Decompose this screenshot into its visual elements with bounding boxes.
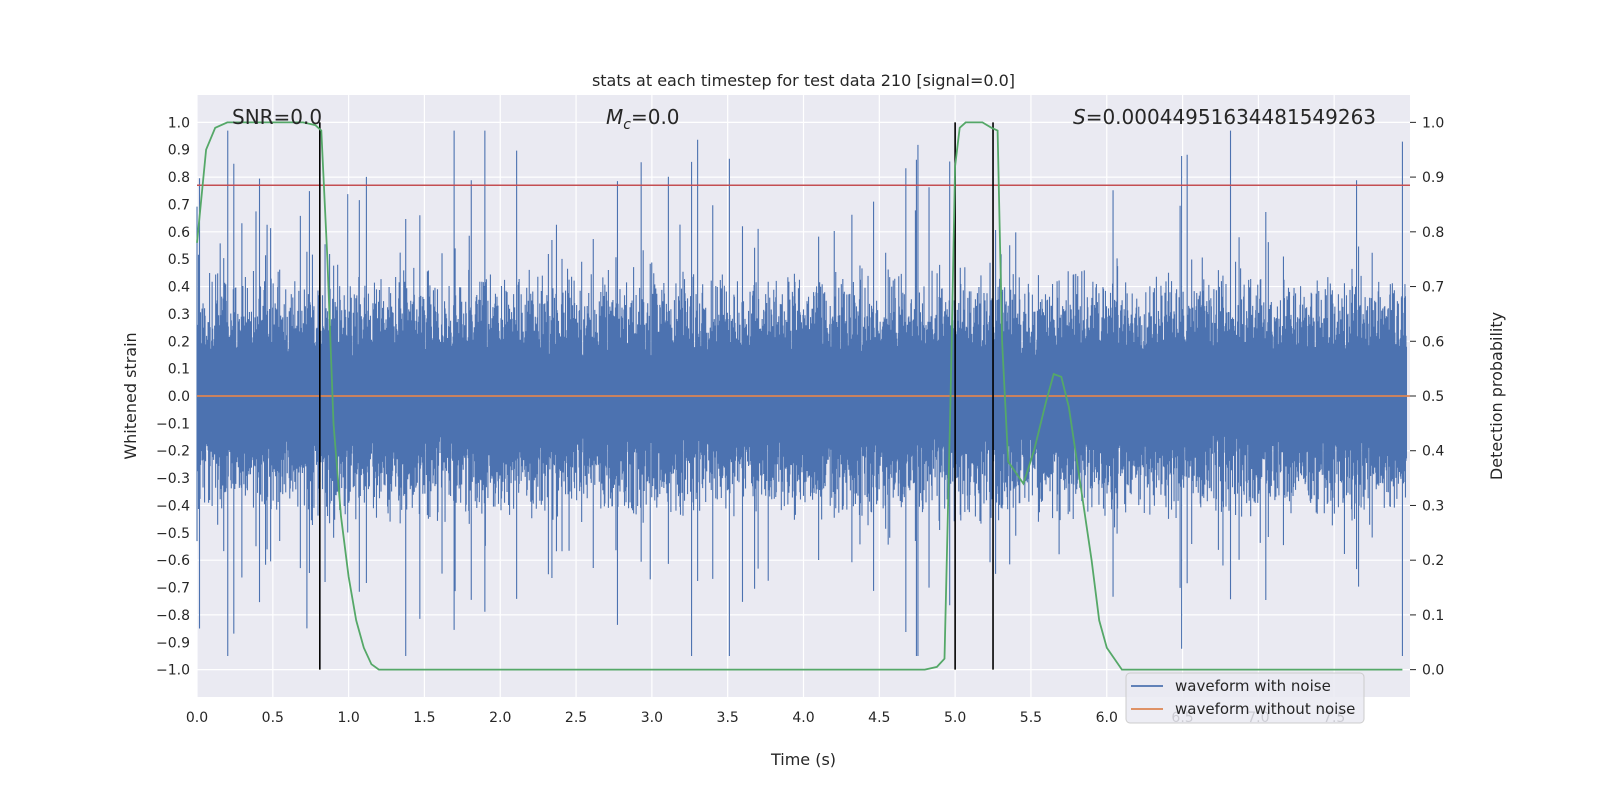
y-axis-right-ticks: 1.0 0.9 0.8 0.7 0.6 0.5 0.4 0.3 0.2 0.1 0.0 [1410,115,1444,679]
y-right-tick-label: 0.5 [1422,389,1444,405]
x-tick-label: 1.0 [337,710,359,726]
y-left-tick-label: 1.0 [168,115,190,131]
y-left-tick-label: 0.1 [168,362,190,378]
waveform-with-noise-trace [196,130,1408,656]
y-left-tick-label: 0.4 [168,280,190,296]
x-tick-label: 1.5 [413,710,435,726]
y-left-tick-label: −0.9 [156,635,190,651]
y-left-tick-label: 0.8 [168,170,190,186]
series-waveform-with-noise [196,130,1408,656]
x-tick-label: 6.0 [1096,710,1118,726]
x-tick-label: 3.0 [641,710,663,726]
x-axis-label: Time (s) [770,750,836,769]
y-right-tick-label: 0.2 [1422,553,1444,569]
y-left-tick-label: 0.2 [168,334,190,350]
mc-symbol: M [606,105,623,129]
y-left-tick-label: 0.9 [168,143,190,159]
legend-label-waveform-with-noise: waveform with noise [1175,677,1331,695]
y-left-tick-label: 0.0 [168,389,190,405]
y-left-tick-label: −0.2 [156,444,190,460]
x-tick-label: 2.5 [565,710,587,726]
mc-subscript: c [623,117,631,133]
y-left-tick-label: 0.7 [168,197,190,213]
y-left-tick-label: 0.5 [168,252,190,268]
y-right-tick-label: 0.6 [1422,334,1444,350]
y-right-tick-label: 0.8 [1422,225,1444,241]
series-detection-probability [196,121,1403,671]
y-left-tick-label: −0.8 [156,608,190,624]
y-axis-right-label: Detection probability [1487,312,1506,480]
vertical-markers [319,122,994,670]
x-tick-label: 4.5 [868,710,890,726]
y-right-tick-label: 0.1 [1422,608,1444,624]
x-tick-label: 0.5 [262,710,284,726]
s-annotation: S=0.00044951634481549263 [1073,105,1376,129]
y-left-tick-label: −1.0 [156,663,190,679]
y-left-tick-label: −0.3 [156,471,190,487]
y-right-tick-label: 0.4 [1422,444,1444,460]
y-right-tick-label: 0.9 [1422,170,1444,186]
x-tick-label: 2.0 [489,710,511,726]
y-left-tick-label: 0.6 [168,225,190,241]
mc-value: =0.0 [631,105,680,129]
y-left-tick-label: 0.3 [168,307,190,323]
chart-title: stats at each timestep for test data 210… [592,71,1015,90]
y-left-tick-label: −0.4 [156,498,190,514]
y-axis-left-ticks: 1.0 0.9 0.8 0.7 0.6 0.5 0.4 0.3 0.2 0.1 0.0 −0.1 −0.… [156,115,190,678]
y-right-tick-label: 0.0 [1422,663,1444,679]
y-left-tick-label: −0.7 [156,581,190,597]
legend-box [1125,672,1365,724]
y-right-tick-label: 0.3 [1422,498,1444,514]
y-right-tick-label: 1.0 [1422,115,1444,131]
mc-annotation: Mc=0.0 [606,105,680,133]
legend-label-waveform-without-noise: waveform without noise [1175,700,1355,718]
x-tick-label: 5.5 [1020,710,1042,726]
y-axis-left-label: Whitened strain [121,332,140,459]
snr-annotation: SNR=0.0 [232,105,322,129]
s-value: =0.00044951634481549263 [1086,105,1376,129]
y-left-tick-label: −0.1 [156,416,190,432]
y-left-tick-label: −0.5 [156,526,190,542]
legend: waveform with noise waveform without noi… [1125,672,1365,724]
x-tick-label: 5.0 [944,710,966,726]
x-tick-label: 0.0 [186,710,208,726]
y-right-tick-label: 0.7 [1422,280,1444,296]
x-tick-label: 3.5 [717,710,739,726]
x-tick-label: 4.0 [792,710,814,726]
s-symbol: S [1073,105,1086,129]
y-left-tick-label: −0.6 [156,553,190,569]
